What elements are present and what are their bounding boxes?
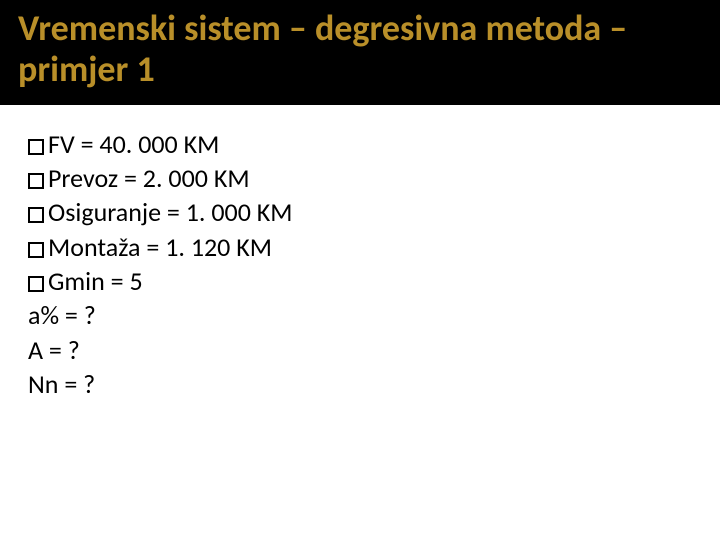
square-bullet-icon [28, 276, 44, 292]
line-text: a% = ? [28, 298, 96, 332]
line-text: Montaža = 1. 120 KM [48, 230, 272, 264]
list-item: Osiguranje = 1. 000 KM [28, 195, 692, 229]
square-bullet-icon [28, 173, 44, 189]
line-text: A = ? [28, 333, 80, 367]
line-text: Osiguranje = 1. 000 KM [48, 195, 293, 229]
list-item: A = ? [28, 333, 692, 367]
list-item: Nn = ? [28, 367, 692, 401]
line-text: Gmin = 5 [48, 264, 143, 298]
list-item: Prevoz = 2. 000 KM [28, 161, 692, 195]
slide-content: FV = 40. 000 KM Prevoz = 2. 000 KM Osigu… [0, 105, 720, 402]
line-text: Prevoz = 2. 000 KM [48, 161, 250, 195]
line-text: FV = 40. 000 KM [48, 127, 219, 161]
list-item: Gmin = 5 [28, 264, 692, 298]
square-bullet-icon [28, 242, 44, 258]
square-bullet-icon [28, 207, 44, 223]
list-item: Montaža = 1. 120 KM [28, 230, 692, 264]
title-bar: Vremenski sistem – degresivna metoda – p… [0, 0, 720, 105]
square-bullet-icon [28, 139, 44, 155]
list-item: FV = 40. 000 KM [28, 127, 692, 161]
slide-title: Vremenski sistem – degresivna metoda – p… [18, 8, 702, 91]
line-text: Nn = ? [28, 367, 95, 401]
list-item: a% = ? [28, 298, 692, 332]
